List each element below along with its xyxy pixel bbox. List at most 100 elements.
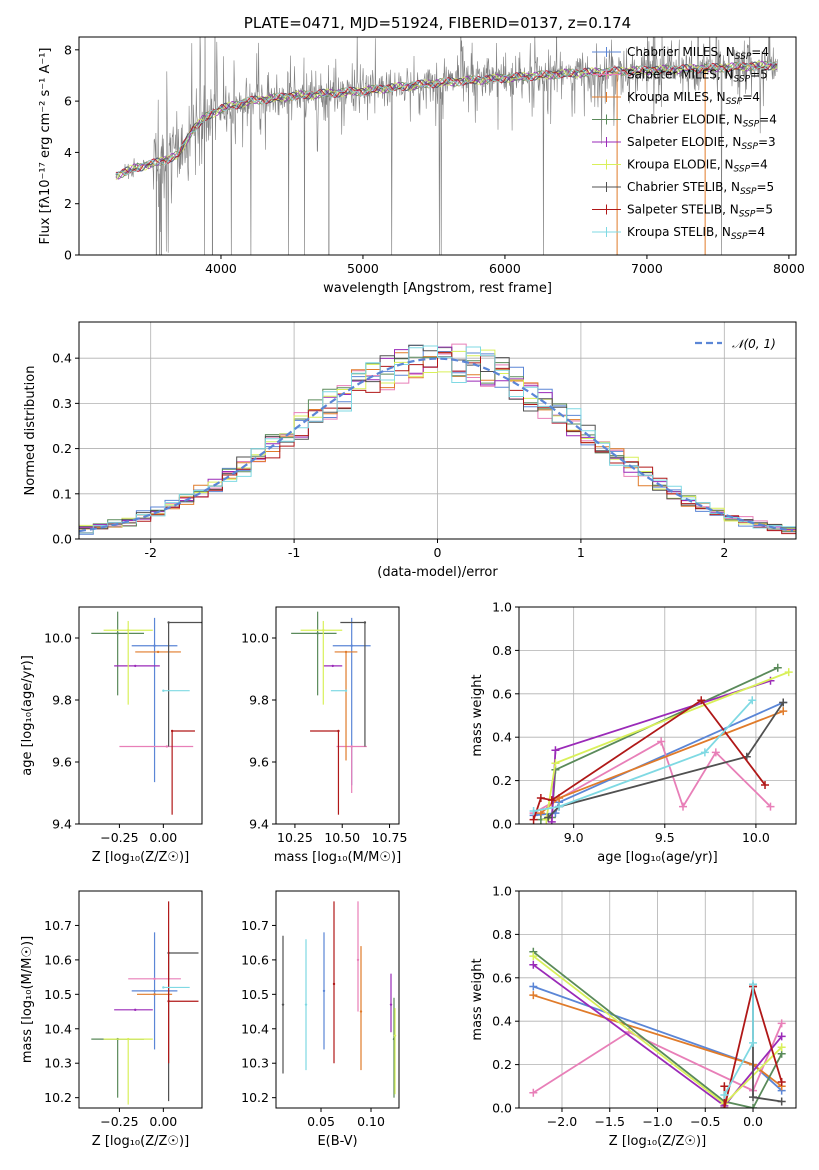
weight-marker: [551, 746, 560, 755]
weight-marker: [748, 696, 757, 705]
data-point: [393, 1034, 397, 1037]
data-point: [322, 989, 326, 993]
y-tick-label: 0.8: [492, 927, 512, 942]
y-tick-label: 10.7: [241, 918, 269, 933]
y-tick-label: 10.3: [44, 1056, 72, 1071]
weight-marker: [766, 802, 775, 811]
y-tick-label: 8: [64, 42, 72, 57]
residual-legend: 𝒩(0, 1): [695, 337, 776, 351]
weight-marker: [779, 707, 788, 716]
data-point: [322, 629, 325, 632]
plot-area-weight_vs_Z: [529, 947, 786, 1108]
weight-marker: [551, 759, 560, 768]
residual-histogram-kroupa-stelib: [79, 345, 796, 534]
weight-line-chabrier-stelib: [547, 701, 784, 819]
weight-marker: [657, 737, 666, 746]
weight-marker: [529, 991, 538, 1000]
weight-marker: [773, 663, 782, 672]
weight-line-salpeter-stelib: [532, 699, 766, 820]
x-axis-label: (data-model)/error: [377, 565, 498, 580]
weight-line-salpeter-miles: [532, 1023, 783, 1094]
x-tick-label: -1: [288, 545, 300, 560]
y-tick-label: 10.3: [241, 1056, 269, 1071]
data-point: [344, 650, 348, 654]
axes-frame: [275, 890, 400, 1109]
plot-area-spectrum: [115, 37, 778, 255]
legend-entry: Chabrier ELODIE, NSSP=4: [627, 113, 777, 130]
weight-marker: [711, 748, 720, 757]
weight-marker: [555, 802, 564, 811]
y-tick-label: 4: [64, 145, 72, 160]
plot-area-mass_vs_EBV: [281, 901, 397, 1098]
residual-histogram-salpeter-stelib: [79, 352, 796, 535]
weight-marker: [749, 1038, 758, 1047]
y-tick-label: 0.4: [492, 730, 512, 745]
plot-area-weight_vs_age: [529, 663, 793, 824]
y-axis-label: Normed distribution: [23, 366, 38, 496]
weight-marker: [720, 1082, 729, 1091]
x-tick-label: 10.0: [742, 830, 770, 845]
panel-age_vs_mass: 10.25 10.50 10.75 9.4 9.6 9.8 10.0 mass [log₁₀(…: [241, 606, 408, 865]
data-point: [389, 1003, 393, 1006]
y-tick-label: 9.8: [52, 693, 72, 708]
x-tick-label: −1.0: [642, 1114, 672, 1129]
y-tick-label: 0.4: [52, 351, 72, 366]
y-axis-label: age [log₁₀(age/yr)]: [20, 655, 35, 776]
x-tick-label: 10.50: [324, 830, 360, 845]
y-tick-label: 10.4: [44, 1021, 72, 1036]
y-tick-label: 9.8: [249, 693, 269, 708]
data-point: [134, 664, 137, 668]
weight-marker: [749, 980, 758, 989]
weight-marker: [761, 780, 770, 789]
x-tick-label: 1: [577, 545, 585, 560]
axes-frame: [78, 890, 203, 1109]
weight-marker: [777, 1097, 786, 1106]
y-tick-label: 10.5: [241, 987, 269, 1002]
x-tick-label: −2.0: [547, 1114, 577, 1129]
panel-weight_vs_age: 9.0 9.5 10.0 0.0 0.2 0.4 0.6 0.8 1.0 age [log₁₀(a…: [470, 600, 797, 865]
axes-frame: [78, 36, 797, 256]
panel-residuals: -2 -1 0 1 2 0.0 0.1 0.2 0.3 0.4 (data-model)/error…: [23, 321, 797, 580]
x-axis-label: Z [log₁₀(Z/Z☉)]: [92, 1134, 189, 1149]
x-axis-label: Z [log₁₀(Z/Z☉)]: [609, 1134, 706, 1149]
axes-frame: [275, 606, 400, 825]
x-tick-label: 9.5: [655, 830, 675, 845]
y-tick-label: 10.6: [44, 952, 72, 967]
data-point: [350, 745, 353, 748]
x-tick-label: 10.75: [372, 830, 408, 845]
weight-marker: [749, 1104, 758, 1108]
x-axis-label: Z [log₁₀(Z/Z☉)]: [92, 850, 189, 865]
data-point: [356, 958, 360, 962]
y-axis-label: Flux [fλ10⁻¹⁷ erg cm⁻² s⁻¹ A⁻¹]: [38, 48, 53, 245]
data-point: [170, 729, 174, 733]
y-axis-label: mass weight: [470, 958, 485, 1040]
weight-marker: [536, 793, 545, 802]
x-tick-label: −0.5: [690, 1114, 720, 1129]
axes-frame: [518, 606, 797, 825]
y-tick-label: 1.0: [492, 884, 512, 899]
legend-entry: Kroupa STELIB, NSSP=4: [627, 225, 765, 242]
data-point: [153, 977, 156, 981]
panel-age_vs_Z: −0.25 0.00 9.4 9.6 9.8 10.0 Z [log₁₀(Z/Z☉)] age…: [20, 606, 203, 865]
y-tick-label: 0: [64, 248, 72, 263]
y-tick-label: 9.4: [249, 817, 269, 832]
x-tick-label: 10.25: [277, 830, 313, 845]
weight-marker: [529, 1088, 538, 1097]
data-point: [304, 1003, 308, 1006]
data-point: [153, 644, 156, 647]
weight-marker: [544, 813, 553, 822]
y-tick-label: 0.4: [492, 1014, 512, 1029]
y-tick-label: 10.5: [44, 987, 72, 1002]
x-tick-label: 0: [434, 545, 442, 560]
x-tick-label: -2: [144, 545, 156, 560]
data-point: [281, 1003, 285, 1006]
weight-marker: [777, 1077, 786, 1086]
x-tick-label: −0.25: [100, 1114, 138, 1129]
panel-weight_vs_Z: −2.0 −1.5 −1.0 −0.5 0.0 0.0 0.2 0.4 0.6 0.8 1.0 Z […: [470, 884, 797, 1149]
weight-marker: [529, 806, 538, 815]
legend-entry: Kroupa ELODIE, NSSP=4: [627, 158, 768, 175]
data-point: [162, 986, 165, 989]
y-tick-label: 1.0: [492, 600, 512, 615]
data-point: [167, 621, 170, 624]
data-point: [331, 664, 334, 668]
